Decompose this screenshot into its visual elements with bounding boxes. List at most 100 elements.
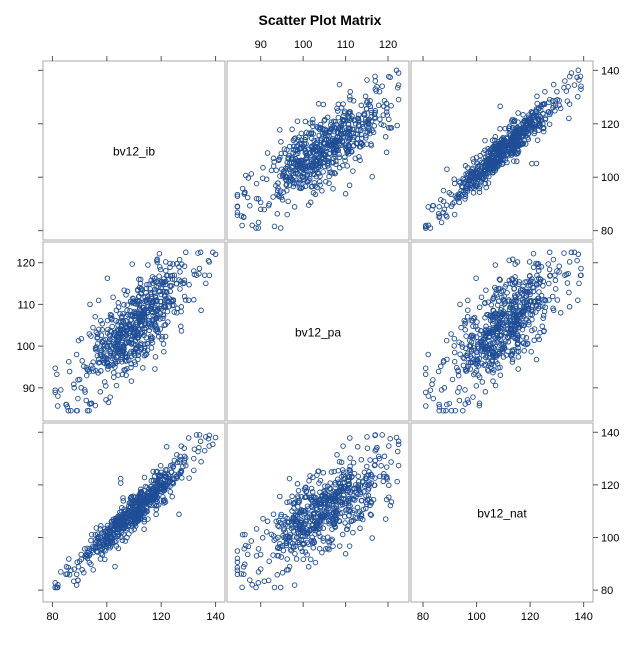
- point-bv12_nat-vs-bv12_pa-149: [286, 475, 293, 482]
- point-bv12_nat-vs-bv12_pa-230: [326, 546, 332, 553]
- bottom-tick-label-bv12_nat-140: 140: [574, 611, 592, 623]
- point-bv12_ib-vs-bv12_pa-410: [320, 101, 327, 108]
- point-bv12_pa-vs-bv12_nat-327: [574, 257, 580, 264]
- point-bv12_ib-vs-bv12_nat-2: [441, 206, 448, 213]
- point-bv12_ib-vs-bv12_nat-450: [471, 159, 477, 165]
- point-bv12_pa-vs-bv12_nat-623: [568, 249, 575, 256]
- point-bv12_nat-vs-bv12_ib-585: [153, 503, 160, 509]
- point-bv12_ib-vs-bv12_pa-648: [381, 103, 387, 110]
- point-bv12_nat-vs-bv12_pa-375: [304, 551, 310, 558]
- point-bv12_pa-vs-bv12_nat-538: [460, 354, 466, 361]
- point-bv12_pa-vs-bv12_nat-399: [476, 304, 483, 310]
- point-bv12_ib-vs-bv12_nat-149: [533, 160, 540, 167]
- point-bv12_nat-vs-bv12_pa-453: [310, 545, 317, 551]
- point-bv12_pa-vs-bv12_nat-48: [530, 288, 537, 295]
- point-bv12_ib-vs-bv12_nat-525: [528, 124, 534, 130]
- point-bv12_nat-vs-bv12_pa-279: [369, 535, 375, 541]
- point-bv12_nat-vs-bv12_pa-347: [296, 497, 303, 504]
- point-bv12_pa-vs-bv12_ib-452: [182, 297, 189, 303]
- point-bv12_nat-vs-bv12_ib-571: [92, 543, 98, 549]
- point-bv12_nat-vs-bv12_ib-497: [173, 475, 180, 482]
- point-bv12_ib-vs-bv12_nat-637: [440, 198, 447, 205]
- point-bv12_pa-vs-bv12_nat-640: [478, 338, 484, 345]
- point-bv12_pa-vs-bv12_nat-422: [451, 358, 458, 365]
- point-bv12_pa-vs-bv12_nat-420: [427, 387, 434, 393]
- point-bv12_pa-vs-bv12_nat-181: [443, 337, 450, 344]
- point-bv12_nat-vs-bv12_pa-630: [347, 489, 353, 495]
- point-bv12_pa-vs-bv12_ib-642: [136, 332, 142, 338]
- point-bv12_pa-vs-bv12_nat-494: [566, 289, 572, 296]
- point-bv12_nat-vs-bv12_pa-261: [386, 443, 392, 449]
- point-bv12_ib-vs-bv12_pa-541: [298, 160, 304, 167]
- point-bv12_pa-vs-bv12_nat-324: [430, 395, 437, 402]
- point-bv12_pa-vs-bv12_ib-142: [164, 308, 171, 315]
- point-bv12_ib-vs-bv12_pa-297: [332, 125, 338, 131]
- point-bv12_pa-vs-bv12_ib-175: [54, 403, 61, 409]
- point-bv12_pa-vs-bv12_ib-649: [142, 297, 149, 304]
- point-bv12_ib-vs-bv12_nat-632: [505, 146, 511, 152]
- point-bv12_nat-vs-bv12_ib-625: [122, 521, 129, 528]
- point-bv12_nat-vs-bv12_pa-628: [294, 526, 301, 533]
- point-bv12_nat-vs-bv12_ib-594: [164, 467, 170, 473]
- point-bv12_pa-vs-bv12_ib-5: [90, 368, 96, 374]
- point-bv12_nat-vs-bv12_pa-487: [320, 535, 326, 541]
- right-tick-label-bv12_ib-120: 120: [601, 119, 619, 131]
- point-bv12_pa-vs-bv12_nat-604: [490, 329, 496, 335]
- point-bv12_nat-vs-bv12_pa-560: [286, 499, 293, 505]
- point-bv12_pa-vs-bv12_ib-427: [183, 249, 189, 256]
- point-bv12_pa-vs-bv12_ib-588: [119, 332, 125, 339]
- point-bv12_ib-vs-bv12_pa-173: [255, 219, 262, 226]
- point-bv12_pa-vs-bv12_ib-124: [156, 273, 162, 279]
- point-bv12_ib-vs-bv12_pa-525: [337, 124, 344, 130]
- point-bv12_pa-vs-bv12_ib-250: [148, 345, 155, 351]
- panel-frame-bv12_pa-vs-bv12_ib: [42, 241, 226, 422]
- point-bv12_pa-vs-bv12_ib-476: [156, 250, 163, 257]
- point-bv12_pa-vs-bv12_nat-467: [521, 322, 527, 329]
- point-bv12_ib-vs-bv12_pa-27: [376, 88, 383, 95]
- point-bv12_ib-vs-bv12_pa-385: [367, 98, 373, 104]
- point-bv12_pa-vs-bv12_ib-497: [173, 280, 180, 287]
- point-bv12_pa-vs-bv12_nat-411: [512, 261, 518, 267]
- point-bv12_nat-vs-bv12_pa-595: [298, 520, 304, 526]
- point-bv12_pa-vs-bv12_nat-633: [486, 360, 493, 367]
- point-bv12_ib-vs-bv12_pa-567: [314, 167, 320, 173]
- point-bv12_pa-vs-bv12_nat-102: [545, 261, 551, 267]
- point-bv12_pa-vs-bv12_nat-329: [535, 267, 542, 274]
- point-bv12_pa-vs-bv12_nat-240: [530, 264, 537, 271]
- point-bv12_ib-vs-bv12_pa-572: [358, 141, 365, 147]
- bottom-tick-label-bv12_nat-100: 100: [467, 611, 485, 623]
- point-bv12_pa-vs-bv12_nat-606: [523, 293, 530, 299]
- point-bv12_ib-vs-bv12_pa-247: [350, 98, 357, 104]
- point-bv12_ib-vs-bv12_pa-558: [372, 108, 379, 114]
- point-bv12_nat-vs-bv12_pa-419: [316, 480, 322, 486]
- point-bv12_pa-vs-bv12_ib-609: [174, 305, 181, 312]
- point-bv12_pa-vs-bv12_nat-501: [485, 368, 492, 374]
- point-bv12_nat-vs-bv12_pa-411: [383, 496, 390, 503]
- point-bv12_ib-vs-bv12_pa-232: [326, 165, 332, 172]
- point-bv12_nat-vs-bv12_pa-324: [247, 577, 253, 583]
- point-bv12_nat-vs-bv12_pa-155: [300, 556, 307, 563]
- bottom-tick-label-bv12_nat-120: 120: [521, 611, 539, 623]
- panel-frames: [42, 60, 594, 603]
- point-bv12_pa-vs-bv12_ib-501: [98, 368, 104, 374]
- point-bv12_nat-vs-bv12_ib-623: [210, 441, 216, 448]
- point-bv12_nat-vs-bv12_ib-149: [117, 475, 124, 482]
- point-bv12_pa-vs-bv12_ib-30: [206, 272, 213, 279]
- point-bv12_ib-vs-bv12_pa-523: [353, 130, 359, 137]
- point-bv12_pa-vs-bv12_nat-268: [540, 312, 547, 319]
- point-bv12_nat-vs-bv12_pa-632: [318, 503, 324, 510]
- point-bv12_ib-vs-bv12_pa-555: [368, 114, 374, 120]
- right-tick-label-bv12_nat-80: 80: [601, 585, 613, 597]
- point-bv12_pa-vs-bv12_ib-544: [143, 285, 150, 292]
- point-bv12_ib-vs-bv12_nat-419: [529, 160, 535, 167]
- point-bv12_ib-vs-bv12_pa-638: [278, 150, 285, 157]
- point-bv12_nat-vs-bv12_pa-588: [310, 514, 317, 521]
- point-bv12_pa-vs-bv12_ib-639: [107, 343, 114, 349]
- point-bv12_ib-vs-bv12_nat-615: [489, 157, 496, 163]
- point-bv12_pa-vs-bv12_ib-537: [160, 341, 167, 347]
- point-bv12_nat-vs-bv12_pa-278: [243, 542, 249, 549]
- point-bv12_pa-vs-bv12_nat-622: [496, 350, 503, 357]
- point-bv12_ib-vs-bv12_pa-284: [289, 126, 295, 133]
- panel-frame-bv12_nat-vs-bv12_pa: [226, 422, 410, 603]
